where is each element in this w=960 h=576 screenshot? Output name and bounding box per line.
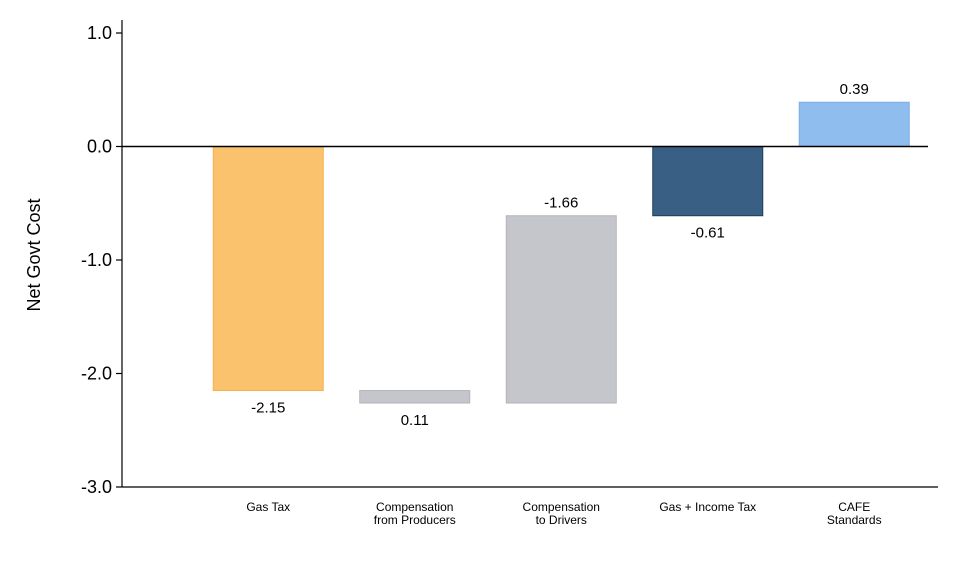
bar [359,390,471,404]
category-labels: Gas Tax Compensation from Producers Compens… [246,500,881,527]
y-tick-label: 0.0 [87,137,112,157]
y-axis-title: Net Govt Cost [24,198,44,311]
data-labels: -2.15 0.11 -1.66 -0.61 0.39 [251,81,869,429]
y-tick-label: -2.0 [81,364,112,384]
data-label: 0.11 [401,412,429,429]
data-label: -0.61 [691,225,725,242]
bars [212,101,910,404]
data-label: -2.15 [251,400,285,417]
bar [652,146,764,217]
category-label: Compensation from Producers [374,500,456,527]
axes: 1.0 0.0 -1.0 -2.0 -3.0 [81,20,938,497]
bar [505,215,617,404]
bar [212,146,324,392]
bar [798,101,910,147]
y-tick-label: 1.0 [87,23,112,43]
y-tick-label: -1.0 [81,250,112,270]
data-label: 0.39 [840,81,869,98]
category-label: Gas Tax [246,500,290,514]
category-label: CAFE Standards [827,500,882,527]
category-label: Gas + Income Tax [659,500,756,514]
y-tick-label: -3.0 [81,477,112,497]
category-label: Compensation to Drivers [523,500,600,527]
data-label: -1.66 [544,195,578,212]
